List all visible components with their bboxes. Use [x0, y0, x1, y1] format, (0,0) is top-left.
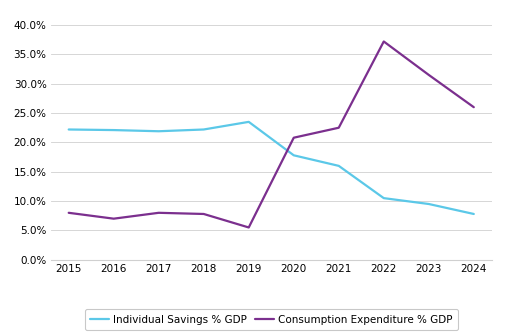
Individual Savings % GDP [156, 129, 162, 133]
Consumption Expenditure % GDP [381, 40, 387, 44]
Consumption Expenditure % GDP [66, 211, 72, 215]
Individual Savings % GDP [291, 153, 297, 157]
Individual Savings % GDP [426, 202, 432, 206]
Consumption Expenditure % GDP [156, 211, 162, 215]
Individual Savings % GDP [336, 164, 342, 168]
Legend: Individual Savings % GDP, Consumption Expenditure % GDP: Individual Savings % GDP, Consumption Ex… [85, 309, 458, 330]
Consumption Expenditure % GDP [201, 212, 207, 216]
Consumption Expenditure % GDP [291, 136, 297, 140]
Individual Savings % GDP [246, 120, 252, 124]
Consumption Expenditure % GDP [111, 217, 117, 221]
Consumption Expenditure % GDP [246, 225, 252, 229]
Individual Savings % GDP [111, 128, 117, 132]
Consumption Expenditure % GDP [336, 126, 342, 130]
Line: Consumption Expenditure % GDP: Consumption Expenditure % GDP [69, 42, 474, 227]
Individual Savings % GDP [381, 196, 387, 200]
Individual Savings % GDP [201, 128, 207, 132]
Line: Individual Savings % GDP: Individual Savings % GDP [69, 122, 474, 214]
Individual Savings % GDP [470, 212, 477, 216]
Individual Savings % GDP [66, 128, 72, 132]
Consumption Expenditure % GDP [470, 105, 477, 109]
Consumption Expenditure % GDP [426, 73, 432, 77]
